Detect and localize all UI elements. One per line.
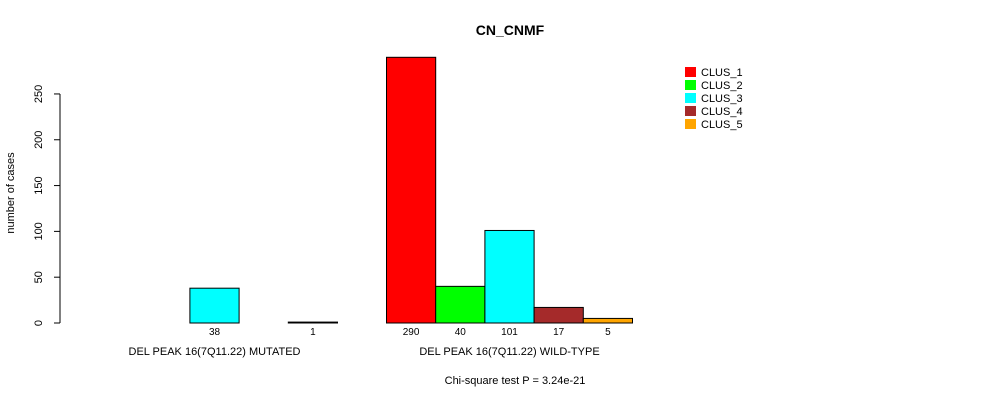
legend-label: CLUS_1 — [701, 67, 743, 79]
legend-swatch — [685, 67, 696, 77]
y-tick-label: 250 — [33, 85, 45, 103]
legend-label: CLUS_3 — [701, 93, 743, 105]
y-axis: 0 50 100 150 200 250 — [33, 85, 61, 326]
group-labels: DEL PEAK 16(7Q11.22) MUTATED DEL PEAK 16(… — [129, 346, 600, 358]
bar-value-label: 101 — [501, 327, 518, 338]
bar-labels: 38 1 290 40 101 17 5 — [209, 327, 611, 338]
bar-clus-5-group-2 — [582, 317, 633, 324]
legend-swatch — [685, 106, 696, 116]
bar-value-label: 40 — [455, 327, 467, 338]
legend-swatch — [685, 93, 696, 103]
group-label: DEL PEAK 16(7Q11.22) WILD-TYPE — [419, 346, 599, 358]
y-tick-label: 100 — [33, 222, 45, 240]
y-tick-label: 150 — [33, 176, 45, 194]
bar-value-label: 17 — [553, 327, 565, 338]
bar-clus-1-group-2 — [386, 56, 437, 324]
bar-clus-5-group-1 — [287, 321, 338, 324]
bar-clus-2-group-2 — [435, 285, 486, 324]
bar-clus-3-group-2 — [484, 229, 535, 324]
y-tick-label: 0 — [33, 320, 45, 326]
bar-value-label: 290 — [403, 327, 420, 338]
bar-value-label: 38 — [209, 327, 221, 338]
bar-clus-4-group-2 — [533, 306, 584, 324]
legend-swatch — [685, 80, 696, 90]
y-axis-label: number of cases — [5, 152, 17, 234]
y-tick-label: 200 — [33, 131, 45, 149]
bar-value-label: 5 — [605, 327, 611, 338]
bar-clus-3-group-1 — [189, 287, 240, 324]
legend-label: CLUS_4 — [701, 106, 743, 118]
legend-label: CLUS_5 — [701, 119, 743, 131]
chart-title: CN_CNMF — [476, 22, 545, 38]
chi-square-annotation: Chi-square test P = 3.24e-21 — [445, 375, 586, 387]
legend-swatch — [685, 119, 696, 129]
legend-label: CLUS_2 — [701, 80, 743, 92]
bar-value-label: 1 — [310, 327, 316, 338]
y-tick-label: 50 — [33, 271, 45, 283]
bars — [189, 56, 633, 324]
group-label: DEL PEAK 16(7Q11.22) MUTATED — [129, 346, 301, 358]
